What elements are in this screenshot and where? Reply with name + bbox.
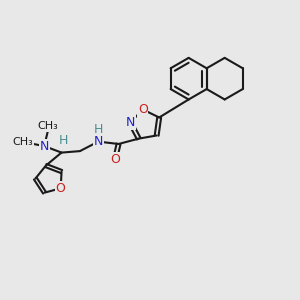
- Text: H: H: [58, 134, 68, 147]
- Text: N: N: [94, 135, 103, 148]
- Text: H: H: [94, 123, 103, 136]
- Text: N: N: [125, 116, 135, 129]
- Text: O: O: [138, 103, 148, 116]
- Text: O: O: [56, 182, 66, 195]
- Text: O: O: [110, 153, 120, 166]
- Text: CH₃: CH₃: [38, 122, 58, 131]
- Text: N: N: [40, 140, 49, 153]
- Text: CH₃: CH₃: [13, 137, 33, 148]
